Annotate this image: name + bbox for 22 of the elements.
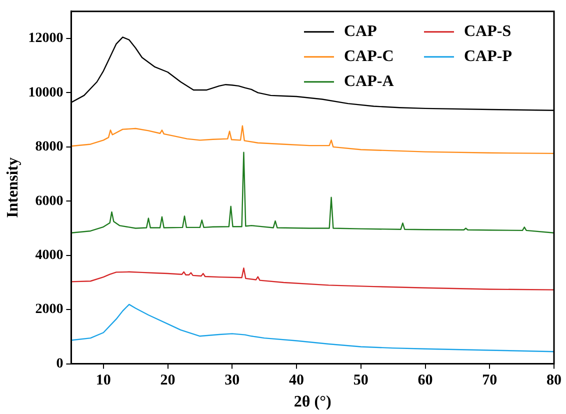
y-tick-label: 12000 <box>28 31 64 46</box>
x-tick-label: 70 <box>482 372 498 389</box>
legend-label: CAP-S <box>464 23 512 40</box>
y-tick-label: 8000 <box>35 140 64 155</box>
y-tick-label: 4000 <box>35 248 64 263</box>
x-tick-label: 40 <box>289 372 304 389</box>
y-axis-title: Intensity <box>4 157 22 218</box>
legend-label: CAP-P <box>464 48 512 66</box>
y-tick-label: 6000 <box>35 194 64 209</box>
x-tick-label: 60 <box>418 372 433 389</box>
x-tick-label: 20 <box>160 372 176 389</box>
legend-label: CAP <box>344 23 378 40</box>
x-tick-label: 30 <box>224 372 240 389</box>
x-tick-label: 80 <box>546 372 562 389</box>
x-tick-label: 10 <box>96 372 111 389</box>
legend-label: CAP-A <box>344 73 394 90</box>
y-tick-label: 0 <box>56 356 64 372</box>
y-tick-label: 10000 <box>28 85 64 100</box>
x-axis-title: 2θ (°) <box>294 394 332 411</box>
legend-label: CAP-C <box>344 48 394 66</box>
x-tick-label: 50 <box>353 372 368 389</box>
y-tick-label: 2000 <box>35 302 64 318</box>
